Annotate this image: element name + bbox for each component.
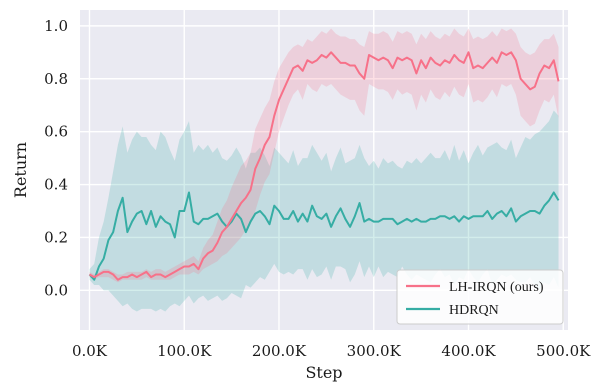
series-lines [88, 51, 560, 281]
x-tick-label-4: 400.0K [441, 342, 496, 360]
legend-box [396, 269, 564, 325]
y-axis-ticks: 0.0 0.2 0.4 0.6 0.8 1.0 [44, 17, 68, 299]
legend: LH-IRQN (ours) HDRQN [396, 269, 564, 325]
line-hdrqn [88, 191, 560, 281]
legend-label-lh-irqn: LH-IRQN (ours) [449, 280, 544, 295]
line-lh-irqn-ours [88, 51, 560, 281]
x-tick-label-0: 0.0K [72, 342, 108, 360]
x-axis-label: Step [305, 363, 342, 382]
legend-label-hdrqn: HDRQN [449, 303, 499, 318]
y-tick-label-4: 0.8 [44, 70, 68, 88]
y-tick-label-3: 0.6 [44, 123, 68, 141]
x-tick-label-2: 200.0K [252, 342, 307, 360]
y-tick-label-0: 0.0 [44, 281, 68, 299]
y-tick-label-2: 0.4 [44, 176, 68, 194]
y-tick-label-1: 0.2 [44, 228, 68, 246]
x-axis-ticks: 0.0K 100.0K 200.0K 300.0K 400.0K 500.0K [72, 342, 591, 360]
y-tick-label-5: 1.0 [44, 17, 68, 35]
y-axis-label: Return [11, 142, 30, 198]
band-hdrqn [89, 110, 559, 312]
band-lh-irqn-ours [89, 28, 559, 283]
x-tick-label-5: 500.0K [536, 342, 591, 360]
x-tick-label-1: 100.0K [157, 342, 212, 360]
x-tick-label-3: 300.0K [347, 342, 402, 360]
gridlines [80, 10, 568, 330]
confidence-bands [89, 28, 559, 312]
